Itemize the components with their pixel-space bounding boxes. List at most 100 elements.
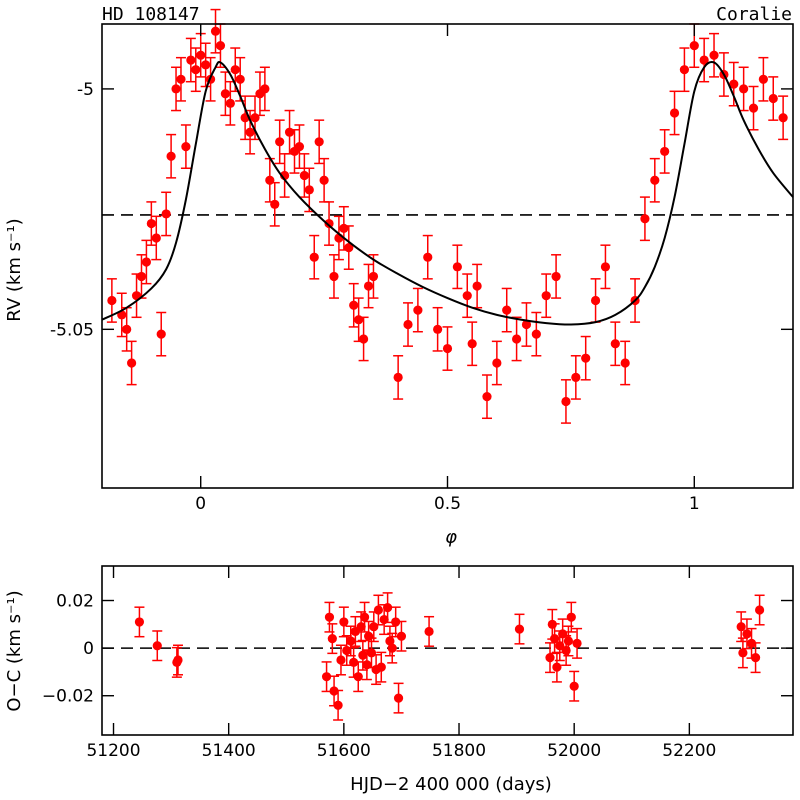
residual-data-point [346, 636, 356, 646]
residual-data-point [746, 638, 757, 648]
residual-x-tick-label: 51400 [202, 741, 256, 761]
rv-data-point [467, 339, 477, 349]
rv-data-point [748, 103, 759, 113]
residual-data-point [755, 605, 765, 615]
residual-data-point [387, 643, 397, 653]
residual-data-points [134, 603, 765, 710]
rv-data-point [309, 252, 319, 262]
rv-data-point [679, 65, 690, 75]
residual-data-point [736, 622, 746, 632]
rv-data-point [215, 41, 226, 51]
residual-data-point [547, 619, 557, 629]
instrument-label: Coralie [716, 4, 792, 25]
rv-x-axis-label: φ [445, 527, 457, 548]
rv-data-point [146, 218, 156, 229]
rv-data-point [758, 74, 768, 84]
rv-data-point [225, 98, 235, 108]
rv-data-point [442, 343, 453, 354]
rv-data-point [339, 223, 349, 233]
rv-data-point [452, 262, 462, 272]
rv-data-point [329, 271, 339, 282]
residual-data-point [379, 614, 389, 625]
rv-data-point [413, 305, 423, 315]
rv-data-point [739, 84, 749, 94]
rv-data-point [531, 329, 541, 339]
residual-data-point [566, 612, 576, 622]
rv-data-point [314, 137, 324, 147]
rv-data-point [620, 358, 630, 368]
residual-data-point [366, 648, 377, 658]
residual-data-point [134, 617, 145, 627]
residual-data-point [353, 672, 363, 682]
rv-data-point [319, 175, 329, 185]
rv-data-point [122, 324, 132, 334]
rv-data-point [151, 233, 161, 243]
rv-data-point [660, 146, 670, 157]
rv-data-point [260, 84, 270, 94]
residual-data-point [738, 648, 748, 658]
rv-data-point [354, 315, 364, 325]
rv-data-point [230, 65, 240, 75]
rv-x-tick-label: 0 [195, 494, 206, 514]
residual-data-point [333, 700, 343, 710]
residual-data-point [572, 638, 582, 648]
residual-data-point [152, 641, 162, 651]
residual-x-tick-label: 51600 [317, 741, 371, 761]
residual-data-point [336, 655, 346, 665]
rv-data-point [107, 295, 117, 306]
residual-x-tick-label: 51800 [432, 741, 486, 761]
rv-data-point [235, 74, 245, 84]
residual-data-point [563, 636, 574, 646]
residual-data-point [327, 633, 337, 644]
rv-data-point [650, 175, 660, 185]
rv-data-point [403, 319, 413, 330]
residual-y-tick-label: −0.02 [42, 687, 94, 707]
residual-data-point [376, 662, 386, 672]
rv-y-tick-label: -5.05 [50, 320, 94, 340]
rv-data-point [176, 74, 186, 84]
rv-data-point [590, 295, 601, 306]
rv-data-point [161, 209, 171, 219]
rv-data-point [551, 271, 561, 282]
rv-y-axis-label: RV (km s⁻¹) [4, 218, 25, 321]
rv-data-point [270, 199, 280, 209]
rv-data-point [581, 353, 591, 363]
rv-data-point [462, 291, 472, 301]
rv-data-point [210, 26, 221, 36]
residual-data-point [552, 662, 562, 672]
star-name-label: HD 108147 [102, 4, 200, 25]
rv-y-tick-label: -5 [77, 80, 94, 100]
residual-data-point [358, 650, 368, 660]
rv-data-point [349, 300, 359, 310]
rv-data-point [541, 291, 551, 301]
residual-data-point [391, 617, 401, 627]
rv-data-point [275, 137, 285, 147]
residual-data-point [555, 641, 565, 651]
rv-data-point [363, 281, 374, 291]
rv-data-point [201, 60, 211, 70]
rv-data-point [156, 329, 166, 339]
rv-data-point [186, 55, 196, 65]
residual-data-point [569, 681, 579, 691]
residual-data-point [424, 626, 434, 637]
rv-data-point [324, 218, 334, 229]
rv-data-point [191, 65, 201, 75]
rv-data-point [511, 334, 522, 344]
residual-data-point [396, 631, 407, 641]
residuals-plot-frame [101, 565, 794, 736]
rv-data-point [778, 113, 788, 123]
rv-phase-panel: 0 0.5 1 -5 -5.05 φ RV (km s⁻¹) [4, 8, 794, 548]
rv-data-point [492, 358, 502, 368]
rv-data-point [304, 185, 314, 195]
residual-data-point [173, 655, 183, 665]
rv-data-point [689, 41, 699, 51]
residual-data-point [356, 622, 366, 632]
residual-error-bars [134, 592, 765, 721]
rv-data-point [561, 396, 571, 407]
residual-data-point [364, 631, 374, 641]
rv-data-point [699, 55, 709, 65]
residual-data-point [339, 617, 349, 627]
residual-data-point [359, 612, 370, 622]
rv-data-point [127, 358, 137, 368]
